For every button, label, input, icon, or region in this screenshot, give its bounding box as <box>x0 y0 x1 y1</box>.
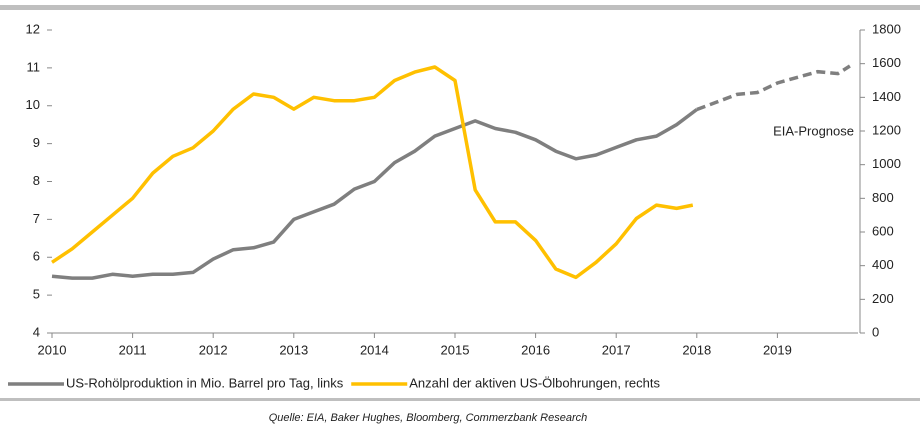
x-tick-label: 2018 <box>682 342 711 357</box>
x-tick-label: 2013 <box>279 342 308 357</box>
y-tick-label: 5 <box>33 287 40 302</box>
series-line <box>51 108 698 280</box>
y-tick-label: 10 <box>26 97 40 112</box>
x-tick-label: 2010 <box>38 342 67 357</box>
legend-label: US-Rohölproduktion in Mio. Barrel pro Ta… <box>66 375 344 390</box>
x-tick-label: 2011 <box>119 342 147 357</box>
y-tick-label: 9 <box>33 135 40 150</box>
y2-tick-label: 1400 <box>872 89 901 104</box>
x-tick-label: 2019 <box>763 342 792 357</box>
y2-tick-label: 200 <box>872 291 894 306</box>
y2-tick-label: 600 <box>872 223 894 238</box>
y-tick-label: 6 <box>33 249 40 264</box>
y2-tick-label: 800 <box>872 190 894 205</box>
y2-tick-label: 1000 <box>872 156 901 171</box>
bottom-rule <box>0 398 920 401</box>
y2-tick-label: 0 <box>872 324 879 339</box>
y2-tick-label: 1600 <box>872 55 901 70</box>
x-tick-label: 2015 <box>441 342 470 357</box>
y2-tick-label: 1800 <box>872 21 901 36</box>
y-tick-label: 11 <box>27 59 41 74</box>
forecast-label: EIA-Prognose <box>773 124 854 139</box>
series-line <box>51 65 694 280</box>
x-tick-label: 2017 <box>602 342 631 357</box>
y2-tick-label: 1200 <box>872 122 901 137</box>
y-tick-label: 8 <box>33 173 40 188</box>
x-tick-label: 2012 <box>199 342 228 357</box>
top-rule <box>0 5 920 10</box>
x-tick-label: 2014 <box>360 342 389 357</box>
source: Quelle: EIA, Baker Hughes, Bloomberg, Co… <box>269 412 588 424</box>
y-tick-label: 4 <box>33 324 40 339</box>
legend-label: Anzahl der aktiven US-Ölbohrungen, recht… <box>409 375 660 390</box>
y-tick-label: 7 <box>33 211 40 226</box>
forecast-line <box>696 64 851 112</box>
y-tick-label: 12 <box>26 21 40 36</box>
y2-tick-label: 400 <box>872 257 894 272</box>
x-tick-label: 2016 <box>521 342 550 357</box>
